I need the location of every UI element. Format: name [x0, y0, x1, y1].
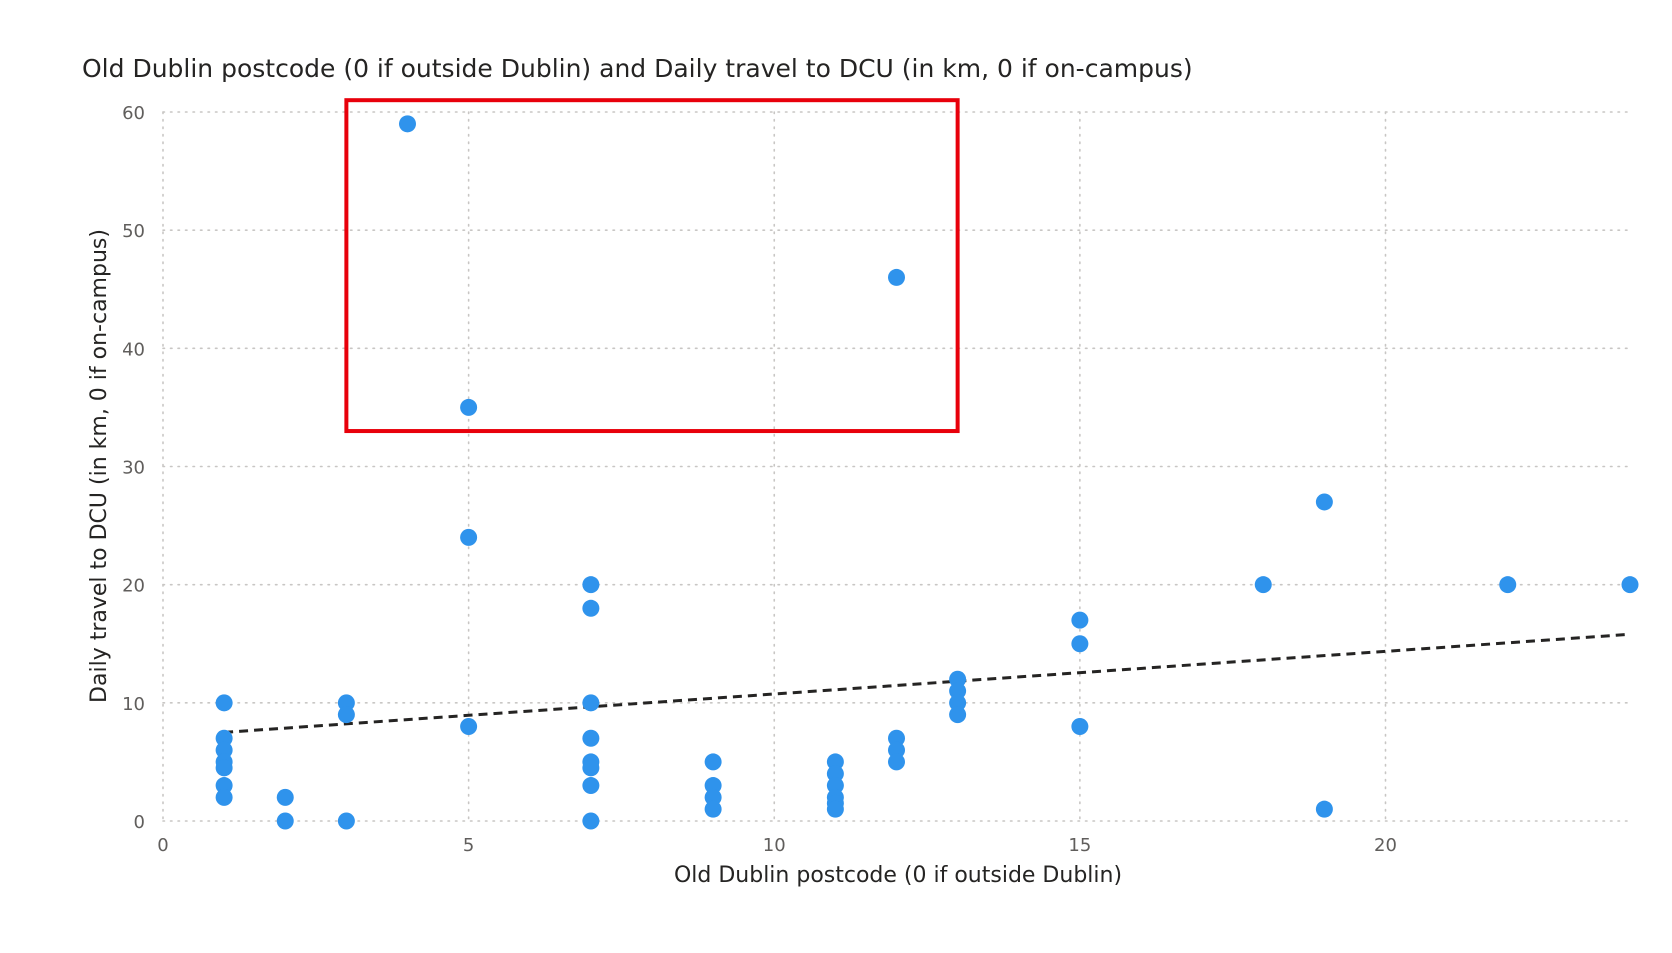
data-point[interactable] [460, 398, 478, 416]
data-point[interactable] [888, 268, 905, 286]
y-tick-label: 20 [122, 576, 145, 597]
y-tick-label: 40 [122, 339, 145, 360]
data-point[interactable] [826, 765, 844, 783]
x-tick-label: 5 [463, 835, 474, 856]
data-point[interactable] [582, 599, 600, 617]
data-point[interactable] [826, 800, 844, 818]
data-point[interactable] [460, 528, 478, 546]
data-point[interactable] [337, 812, 355, 830]
data-point[interactable] [582, 759, 600, 777]
data-point[interactable] [1071, 635, 1089, 653]
data-point[interactable] [704, 753, 722, 771]
data-point[interactable] [276, 788, 294, 806]
data-point[interactable] [215, 777, 233, 795]
data-point[interactable] [399, 115, 416, 133]
data-point[interactable] [888, 753, 905, 771]
data-point[interactable] [1071, 611, 1089, 629]
x-tick-label: 15 [1068, 835, 1091, 856]
outlier-highlight-box [344, 98, 960, 434]
data-point[interactable] [826, 753, 844, 771]
data-point[interactable] [1621, 576, 1639, 594]
data-point[interactable] [215, 759, 233, 777]
data-point[interactable] [215, 788, 233, 806]
data-point[interactable] [1315, 493, 1333, 511]
data-point[interactable] [949, 694, 967, 712]
grid-layer [162, 111, 1631, 822]
data-point[interactable] [337, 694, 355, 712]
data-point[interactable] [582, 576, 600, 594]
data-point[interactable] [215, 729, 233, 747]
data-point[interactable] [1254, 576, 1272, 594]
data-point[interactable] [582, 777, 600, 795]
data-point[interactable] [1499, 576, 1517, 594]
x-tick-label: 0 [157, 835, 168, 856]
data-point[interactable] [582, 812, 600, 830]
y-tick-label: 30 [122, 458, 145, 479]
data-point[interactable] [826, 777, 844, 795]
data-point[interactable] [704, 777, 722, 795]
data-point[interactable] [949, 682, 967, 700]
y-axis-ticks: 0 10 20 30 40 50 60 [122, 103, 145, 833]
data-points [215, 115, 1639, 830]
data-point[interactable] [949, 706, 967, 724]
y-tick-label: 0 [134, 812, 145, 833]
y-axis-label: Daily travel to DCU (in km, 0 if on-camp… [87, 229, 112, 703]
data-point[interactable] [276, 812, 294, 830]
data-point[interactable] [888, 741, 905, 759]
data-point[interactable] [1315, 800, 1333, 818]
data-point[interactable] [215, 694, 233, 712]
chart-title: Old Dublin postcode (0 if outside Dublin… [82, 54, 1193, 83]
trend-line [224, 632, 1631, 734]
data-point[interactable] [582, 694, 600, 712]
data-point[interactable] [460, 717, 478, 735]
x-tick-label: 20 [1374, 835, 1397, 856]
data-point[interactable] [1071, 717, 1089, 735]
y-tick-label: 10 [122, 694, 145, 715]
data-point[interactable] [704, 800, 722, 818]
x-axis-ticks: 0 5 10 15 20 [157, 835, 1397, 856]
y-tick-label: 60 [122, 103, 145, 124]
data-point[interactable] [949, 670, 967, 688]
data-point[interactable] [704, 788, 722, 806]
x-axis-label: Old Dublin postcode (0 if outside Dublin… [674, 863, 1122, 888]
y-tick-label: 50 [122, 221, 145, 242]
data-point[interactable] [215, 741, 233, 759]
data-point[interactable] [888, 729, 905, 747]
x-tick-label: 10 [763, 835, 786, 856]
data-point[interactable] [337, 706, 355, 724]
data-point[interactable] [582, 729, 600, 747]
